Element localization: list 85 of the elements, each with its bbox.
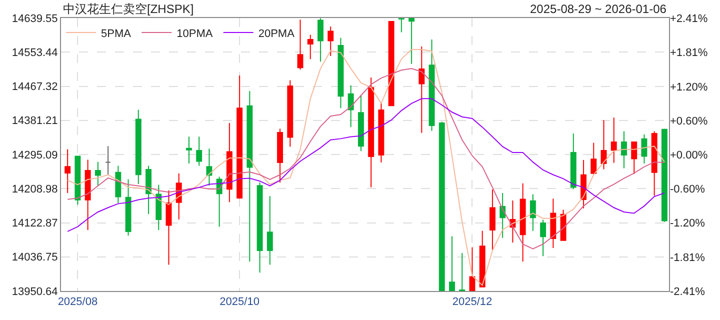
candlestick: [449, 236, 455, 291]
candlestick: [266, 196, 273, 266]
candlestick: [641, 134, 648, 164]
candlestick: [307, 34, 314, 60]
candlestick: [621, 130, 627, 169]
candlestick: [368, 76, 374, 188]
line-series: [67, 49, 665, 286]
candlestick: [438, 121, 445, 291]
candlestick: [378, 102, 384, 164]
candlestick: [489, 188, 496, 251]
legend-label: 20PMA: [258, 28, 296, 40]
candlestick: [469, 246, 476, 291]
y2-tick-label: -2.41%: [670, 286, 706, 298]
candlestick: [115, 165, 122, 204]
candlestick: [256, 182, 263, 274]
candlestick: [206, 148, 212, 186]
candlestick: [428, 39, 435, 132]
candlestick: [398, 18, 404, 33]
candlestick: [125, 178, 132, 236]
candlestick: [459, 252, 466, 291]
candlestick: [600, 120, 607, 170]
line-series: [67, 68, 665, 250]
legend-label: 5PMA: [101, 28, 132, 40]
candlestick: [156, 184, 162, 230]
y2-tick-label: +1.20%: [670, 81, 708, 94]
candlestick: [580, 160, 586, 209]
candlestick: [479, 230, 486, 288]
chart-title: 中汉花生仁卖空[ZHSPK]: [63, 2, 194, 16]
y-tick-label: 14639.55: [12, 12, 58, 25]
candlestick: [328, 26, 334, 56]
candlestick: [530, 194, 536, 232]
candlestick: [500, 192, 506, 238]
candlestick: [408, 18, 415, 64]
y-tick-label: 14295.09: [12, 149, 58, 162]
y2-tick-label: -1.81%: [670, 252, 706, 264]
candlestick: [246, 90, 253, 262]
y2-tick-label: +1.81%: [670, 46, 708, 59]
candlestick: [84, 159, 91, 230]
candlestick: [226, 122, 232, 203]
candlestick: [610, 117, 617, 164]
candlestick: [318, 18, 324, 62]
legend-label: 10PMA: [176, 28, 214, 40]
y-tick-label: 14208.98: [12, 183, 58, 196]
x-tick-label: 2025/08: [58, 296, 98, 308]
candlestick: [277, 128, 283, 183]
candlestick: [540, 219, 546, 257]
y-tick-label: 14467.32: [12, 81, 58, 94]
candlestick: [166, 190, 172, 266]
x-tick-label: 2025/10: [220, 296, 260, 308]
y-tick-label: 14381.21: [12, 115, 58, 128]
candlestick: [550, 198, 556, 248]
candlestick: [570, 132, 576, 190]
candlestick: [590, 142, 597, 175]
candlestick: [338, 37, 344, 109]
y-tick-label: 14553.44: [12, 46, 58, 59]
candlestick: [135, 109, 142, 185]
y2-tick-label: +2.41%: [670, 12, 708, 25]
candlestick: [418, 46, 425, 134]
candlestick: [287, 80, 294, 148]
y2-tick-label: -0.60%: [670, 183, 706, 196]
y-tick-label: 14122.87: [12, 218, 58, 230]
candlestick: [105, 146, 112, 176]
candlestick: [297, 19, 304, 70]
candlestick: [64, 148, 71, 194]
candlestick: [560, 209, 566, 241]
candlestick: [186, 136, 192, 164]
y2-tick-label: +0.00%: [670, 149, 708, 162]
candlestick: [146, 165, 152, 215]
candlestick: [631, 141, 638, 174]
y-tick-label: 14036.75: [12, 252, 58, 264]
x-tick-label: 2025/12: [452, 296, 492, 308]
candlestick: [358, 94, 364, 152]
y2-tick-label: -1.20%: [670, 217, 706, 230]
candlestick: [388, 20, 394, 106]
candlestick: [348, 84, 354, 128]
y-tick-label: 13950.64: [12, 286, 58, 298]
candlestick: [74, 156, 81, 206]
line-series: [67, 98, 665, 232]
candlestick: [520, 182, 526, 262]
candlestick: [196, 136, 202, 166]
y2-tick-label: +0.60%: [670, 115, 708, 128]
candlestick: [94, 161, 101, 186]
candlestick: [661, 128, 668, 223]
chart-subtitle: 2025-08-29 ~ 2026-01-06: [530, 2, 667, 16]
candlestick: [651, 130, 658, 196]
